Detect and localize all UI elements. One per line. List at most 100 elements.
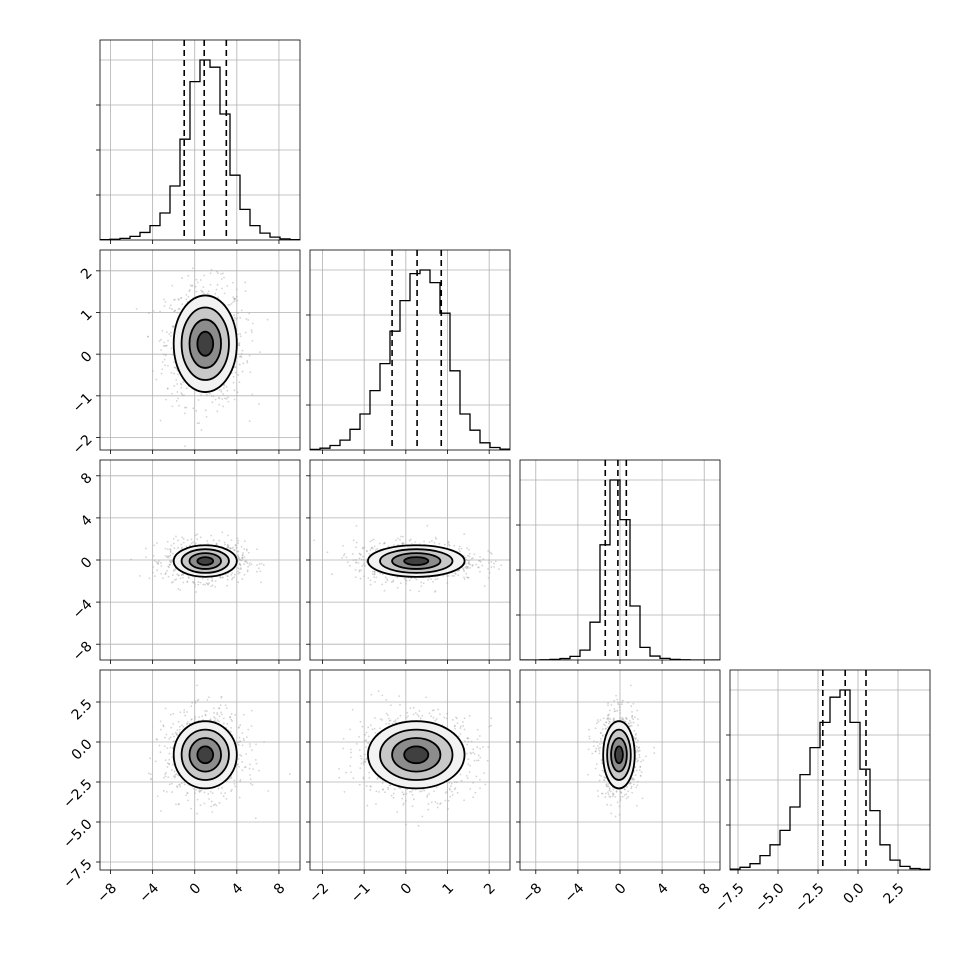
sample-point <box>244 290 247 293</box>
sample-point <box>229 730 232 733</box>
sample-point <box>200 289 203 292</box>
sample-point <box>159 419 162 422</box>
sample-point <box>241 349 244 352</box>
sample-point <box>412 713 415 716</box>
sample-point <box>450 782 453 785</box>
sample-point <box>233 398 236 401</box>
sample-point <box>208 392 211 395</box>
sample-point <box>223 292 226 295</box>
sample-point <box>466 565 469 568</box>
sample-point <box>245 736 248 739</box>
sample-point <box>358 569 361 572</box>
sample-point <box>378 790 380 793</box>
sample-point <box>189 284 192 287</box>
sample-point <box>237 554 240 557</box>
sample-point <box>382 788 384 791</box>
sample-point <box>365 758 368 760</box>
sample-point <box>177 803 180 806</box>
sample-point <box>453 788 456 791</box>
sample-point <box>421 790 423 793</box>
sample-point <box>192 581 195 584</box>
sample-point <box>358 735 360 738</box>
sample-point <box>250 725 253 728</box>
sample-point <box>181 573 184 576</box>
sample-point <box>241 554 244 557</box>
sample-point <box>430 578 433 581</box>
sample-point <box>169 713 172 716</box>
sample-point <box>173 776 176 779</box>
sample-point <box>456 791 459 794</box>
sample-point <box>493 562 496 565</box>
sample-point <box>196 798 199 801</box>
sample-point <box>164 707 167 710</box>
sample-point <box>242 737 245 740</box>
sample-point <box>169 746 172 749</box>
sample-point <box>162 577 164 579</box>
sample-point <box>240 754 243 757</box>
sample-point <box>387 788 390 791</box>
sample-point <box>160 372 163 375</box>
sample-point <box>225 385 228 388</box>
sample-point <box>467 561 470 564</box>
sample-point <box>163 298 165 301</box>
sample-point <box>369 579 372 582</box>
sample-point <box>156 561 159 564</box>
sample-point <box>145 556 147 559</box>
sample-point <box>226 534 229 537</box>
sample-point <box>360 558 363 561</box>
sample-point <box>445 717 448 720</box>
sample-point <box>153 544 156 547</box>
sample-point <box>478 778 481 781</box>
sample-point <box>594 750 597 753</box>
sample-point <box>241 556 244 559</box>
sample-point <box>234 297 236 300</box>
sample-point <box>259 570 262 573</box>
sample-point <box>458 569 461 572</box>
sample-point <box>175 535 177 538</box>
sample-point <box>370 547 373 550</box>
sample-point <box>162 725 165 728</box>
sample-point <box>490 724 493 727</box>
sample-point <box>350 771 352 774</box>
sample-point <box>230 302 233 305</box>
sample-point <box>383 542 386 545</box>
sample-point <box>205 416 208 418</box>
sample-point <box>459 550 461 553</box>
sample-point <box>405 579 407 582</box>
sample-point <box>228 304 231 306</box>
sample-point <box>430 715 432 718</box>
sample-point <box>164 301 167 303</box>
sample-point <box>288 773 291 775</box>
sample-point <box>341 557 343 559</box>
sample-point <box>256 564 258 567</box>
sample-point <box>465 567 468 570</box>
sample-point <box>218 397 221 400</box>
sample-point <box>369 789 372 791</box>
sample-point <box>173 385 176 387</box>
sample-point <box>223 384 226 387</box>
sample-point <box>175 400 178 402</box>
contour-2 <box>180 548 230 574</box>
sample-point <box>162 345 165 348</box>
sample-point <box>216 712 218 714</box>
sample-point <box>369 724 372 727</box>
sample-point <box>158 560 160 563</box>
sample-point <box>220 287 223 290</box>
sample-point <box>355 742 358 745</box>
sample-point <box>374 731 377 734</box>
sample-point <box>362 555 364 558</box>
sample-point <box>476 746 479 749</box>
sample-point <box>215 543 218 546</box>
sample-point <box>238 736 241 739</box>
panel-plot-area <box>310 460 510 660</box>
sample-point <box>361 547 364 549</box>
sample-point <box>500 564 503 567</box>
sample-point <box>207 290 210 293</box>
sample-point <box>165 771 167 774</box>
sample-point <box>164 554 167 557</box>
sample-point <box>359 767 362 770</box>
sample-point <box>479 560 482 563</box>
sample-point <box>448 544 451 547</box>
sample-point <box>239 355 242 358</box>
sample-point <box>402 793 405 796</box>
